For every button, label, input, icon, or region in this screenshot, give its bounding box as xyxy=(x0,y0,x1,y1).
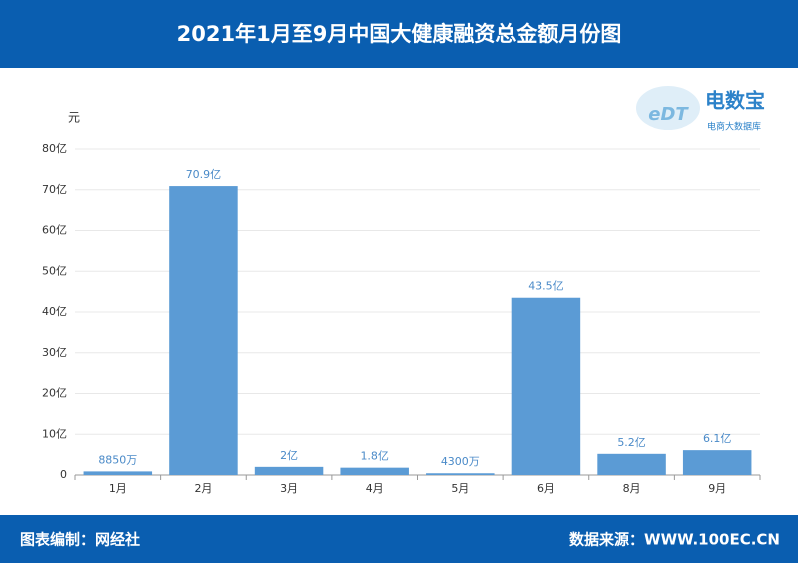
x-tick-label: 8月 xyxy=(623,482,641,495)
x-tick-label: 2月 xyxy=(194,482,212,495)
value-label: 70.9亿 xyxy=(186,168,222,181)
value-label: 2亿 xyxy=(280,449,298,462)
logo: eDT 电数宝 电商大数据库 xyxy=(636,86,765,133)
x-tick-label: 9月 xyxy=(708,482,726,495)
footer-right: 数据来源：WWW.100EC.CN xyxy=(569,531,780,549)
y-axis-unit: 元 xyxy=(68,111,80,125)
bar xyxy=(340,467,409,475)
x-tick-label: 4月 xyxy=(366,482,384,495)
footer-band xyxy=(0,515,798,563)
chart-title: 2021年1月至9月中国大健康融资总金额月份图 xyxy=(177,22,622,46)
x-tick-label: 5月 xyxy=(451,482,469,495)
footer-left: 图表编制：网经社 xyxy=(20,531,140,549)
y-tick-label: 50亿 xyxy=(42,264,67,277)
value-label: 8850万 xyxy=(98,453,137,466)
x-tick-label: 6月 xyxy=(537,482,555,495)
y-tick-label: 80亿 xyxy=(42,142,67,155)
value-label: 5.2亿 xyxy=(617,436,646,449)
bar xyxy=(597,453,666,475)
y-tick-label: 0 xyxy=(60,468,67,481)
bar xyxy=(426,473,495,475)
bar xyxy=(682,450,752,475)
value-label: 1.8亿 xyxy=(360,450,389,463)
bar xyxy=(169,186,238,475)
value-label: 43.5亿 xyxy=(528,280,564,293)
logo-cloud xyxy=(636,86,700,130)
logo-mark: eDT xyxy=(648,104,689,125)
y-tick-label: 70亿 xyxy=(42,183,67,196)
bar xyxy=(511,297,581,475)
logo-brand: 电数宝 xyxy=(705,89,765,113)
x-tick-label: 3月 xyxy=(280,482,298,495)
value-label: 4300万 xyxy=(441,455,480,468)
x-tick-label: 1月 xyxy=(109,482,127,495)
y-tick-label: 10亿 xyxy=(42,427,67,440)
y-tick-label: 20亿 xyxy=(42,387,67,400)
logo-subtitle: 电商大数据库 xyxy=(707,121,761,133)
value-label: 6.1亿 xyxy=(703,432,732,445)
y-tick-label: 40亿 xyxy=(42,305,67,318)
y-tick-label: 60亿 xyxy=(42,224,67,237)
bar xyxy=(83,471,153,475)
bar xyxy=(254,466,324,475)
y-tick-label: 30亿 xyxy=(42,346,67,359)
header-band xyxy=(0,0,798,68)
